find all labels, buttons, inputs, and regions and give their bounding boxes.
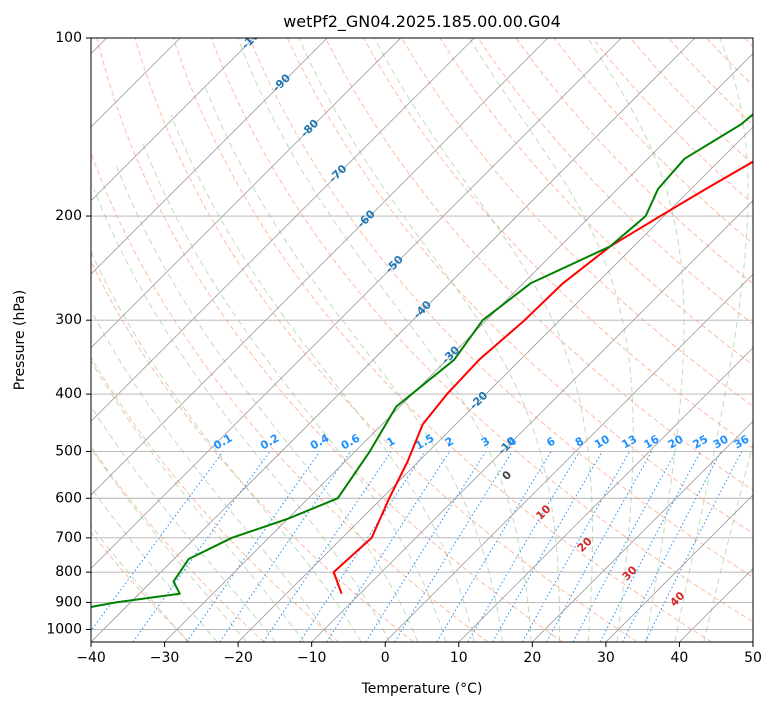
moist-adiabat	[203, 84, 504, 642]
plot-frame	[90, 37, 754, 643]
isotherm	[237, 126, 753, 642]
isotherm	[91, 38, 622, 570]
isotherm	[605, 494, 753, 642]
moist-adiabat	[91, 524, 189, 642]
x-tick-label: 50	[744, 650, 762, 666]
x-axis-label: Temperature (°C)	[361, 681, 483, 697]
x-tick-label: −10	[297, 650, 327, 666]
y-tick-label: 600	[55, 490, 82, 506]
isotherm	[91, 38, 549, 496]
x-tick-label: 10	[450, 650, 468, 666]
chart-title: wetPf2_GN04.2025.185.00.00.G04	[283, 12, 561, 32]
isotherm	[164, 52, 753, 642]
dry-adiabat	[325, 38, 753, 491]
moist-adiabat	[587, 38, 685, 642]
x-tick-label: −30	[150, 650, 180, 666]
plot-area: -100-90-80-70-60-50-40-30-20-100.10.20.4…	[91, 38, 753, 642]
mixing-ratio-line	[572, 451, 677, 642]
dry-adiabat	[91, 356, 340, 642]
dry-adiabat	[96, 38, 563, 642]
y-tick-label: 100	[55, 30, 82, 46]
dry-adiabat	[248, 38, 753, 578]
dewpoint-line	[91, 112, 753, 609]
mixing-ratio-line	[394, 451, 513, 642]
mixing-ratio-lines	[91, 451, 743, 642]
dry-adiabat	[401, 38, 753, 407]
mixing-ratio-line	[186, 451, 321, 642]
moist-adiabat	[91, 487, 218, 642]
isotherm	[91, 38, 402, 349]
moist-adiabat	[91, 250, 362, 642]
x-tick-label: 40	[671, 650, 689, 666]
moist-adiabat	[91, 447, 247, 642]
x-tick-label: −40	[76, 650, 106, 666]
mixing-ratio-line	[546, 451, 653, 642]
x-tick-label: 20	[523, 650, 541, 666]
moist-adiabat	[170, 114, 475, 642]
moist-adiabat	[91, 405, 276, 642]
mixing-ratio-line	[263, 451, 392, 642]
y-tick-label: 900	[55, 594, 82, 610]
dry-adiabat	[91, 445, 265, 642]
x-axis-ticks: −40 −30 −20 −10 0 10 20 30 40 50	[76, 642, 762, 666]
y-tick-label: 800	[55, 564, 82, 580]
x-tick-label: 30	[597, 650, 615, 666]
dry-adiabat	[210, 38, 753, 623]
dry-adiabat	[172, 38, 713, 642]
x-tick-label: 0	[381, 650, 390, 666]
temperature-line	[332, 160, 753, 595]
isotherm	[532, 420, 753, 642]
y-tick-label: 500	[55, 443, 82, 459]
moist-adiabat	[93, 188, 390, 642]
dry-adiabat	[477, 38, 753, 325]
dry-adiabat	[91, 531, 191, 642]
mixing-ratio-line	[91, 451, 224, 632]
profile-series	[91, 112, 753, 609]
isotherm	[384, 273, 753, 642]
moist-adiabat	[703, 441, 753, 642]
moist-adiabat	[116, 166, 419, 642]
y-axis-label: Pressure (hPa)	[12, 290, 28, 390]
y-axis-ticks: 100 200 300 400 500 600 700 800 900 1000	[46, 30, 91, 637]
mixing-ratio-line	[219, 451, 352, 642]
mixing-ratio-line	[326, 451, 451, 642]
isotherm	[91, 38, 475, 422]
moist-adiabat	[91, 359, 305, 642]
dry-adiabat	[91, 151, 489, 642]
moist-adiabat	[91, 309, 334, 642]
moist-adiabat	[674, 38, 749, 642]
y-tick-label: 400	[55, 386, 82, 402]
y-tick-label: 200	[55, 208, 82, 224]
moist-adiabat	[237, 38, 532, 642]
isotherm	[91, 38, 696, 642]
isotherm	[91, 38, 254, 202]
isotherm	[458, 347, 753, 642]
x-tick-label: −20	[223, 650, 253, 666]
dry-adiabats	[91, 38, 753, 642]
dry-adiabat	[134, 38, 638, 642]
isobars	[91, 38, 753, 630]
y-tick-label: 300	[55, 312, 82, 328]
mixing-ratio-line	[299, 451, 426, 642]
isotherm	[311, 200, 753, 642]
y-tick-label: 1000	[46, 621, 82, 637]
mixing-ratio-line	[644, 451, 743, 642]
y-tick-label: 700	[55, 530, 82, 546]
dry-adiabat	[515, 38, 753, 285]
isotherms	[91, 38, 753, 642]
mixing-ratio-line	[522, 451, 631, 642]
isotherm	[91, 38, 328, 275]
